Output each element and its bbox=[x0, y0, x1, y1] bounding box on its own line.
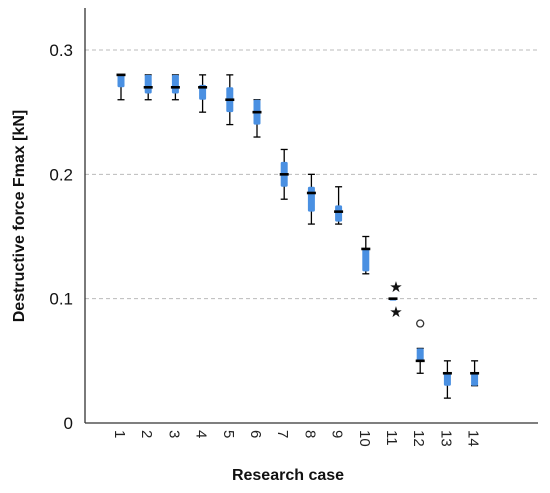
box-case-13 bbox=[442, 360, 452, 399]
box-case-11: ★★ bbox=[388, 278, 403, 321]
box-case-7 bbox=[279, 148, 289, 200]
box-case-4 bbox=[198, 74, 208, 113]
y-axis-ticks: 0 0.1 0.2 0.3 bbox=[49, 41, 73, 433]
box-case-2 bbox=[143, 74, 153, 101]
box-case-14 bbox=[470, 360, 480, 387]
x-axis-title: Research case bbox=[232, 467, 344, 484]
boxplot-series: ★★ bbox=[116, 73, 480, 399]
x-tick-label: 8 bbox=[301, 430, 318, 438]
x-tick-label: 10 bbox=[356, 430, 373, 447]
y-tick-label: 0.2 bbox=[49, 165, 73, 184]
y-tick-label: 0.3 bbox=[49, 41, 73, 60]
box bbox=[362, 248, 370, 272]
x-tick-label: 9 bbox=[329, 430, 346, 438]
box-case-5 bbox=[225, 74, 235, 126]
box-case-12 bbox=[415, 319, 425, 374]
x-tick-label: 5 bbox=[220, 430, 237, 438]
x-tick-label: 2 bbox=[138, 430, 155, 438]
box bbox=[171, 74, 179, 94]
box-case-8 bbox=[306, 173, 316, 225]
box bbox=[443, 373, 451, 386]
box-case-6 bbox=[252, 99, 262, 138]
box-case-1 bbox=[116, 73, 126, 101]
box-case-3 bbox=[170, 74, 180, 101]
outlier-point bbox=[416, 319, 425, 328]
box bbox=[335, 205, 343, 222]
x-tick-label: 12 bbox=[410, 430, 427, 447]
x-tick-label: 14 bbox=[465, 430, 482, 447]
x-tick-label: 4 bbox=[193, 430, 210, 438]
x-tick-label: 11 bbox=[383, 430, 400, 446]
box bbox=[416, 348, 424, 361]
y-axis-title: Destructive force Fmax [kN] bbox=[11, 110, 28, 323]
box bbox=[144, 74, 152, 94]
box-case-10 bbox=[361, 235, 371, 275]
box bbox=[471, 373, 479, 386]
box-case-9 bbox=[334, 186, 344, 225]
y-tick-label: 0 bbox=[64, 414, 73, 433]
x-tick-label: 6 bbox=[247, 430, 264, 438]
box bbox=[307, 186, 315, 212]
x-tick-label: 3 bbox=[165, 430, 182, 438]
extreme-point: ★ bbox=[389, 278, 402, 296]
extreme-point: ★ bbox=[389, 303, 402, 321]
x-tick-label: 1 bbox=[111, 430, 128, 438]
box bbox=[117, 74, 125, 88]
x-tick-label: 13 bbox=[437, 430, 454, 447]
x-axis-ticks: 1 2 3 4 5 6 7 8 9 10 11 12 13 14 bbox=[111, 430, 482, 447]
y-tick-label: 0.1 bbox=[49, 290, 73, 309]
x-tick-label: 7 bbox=[274, 430, 291, 438]
